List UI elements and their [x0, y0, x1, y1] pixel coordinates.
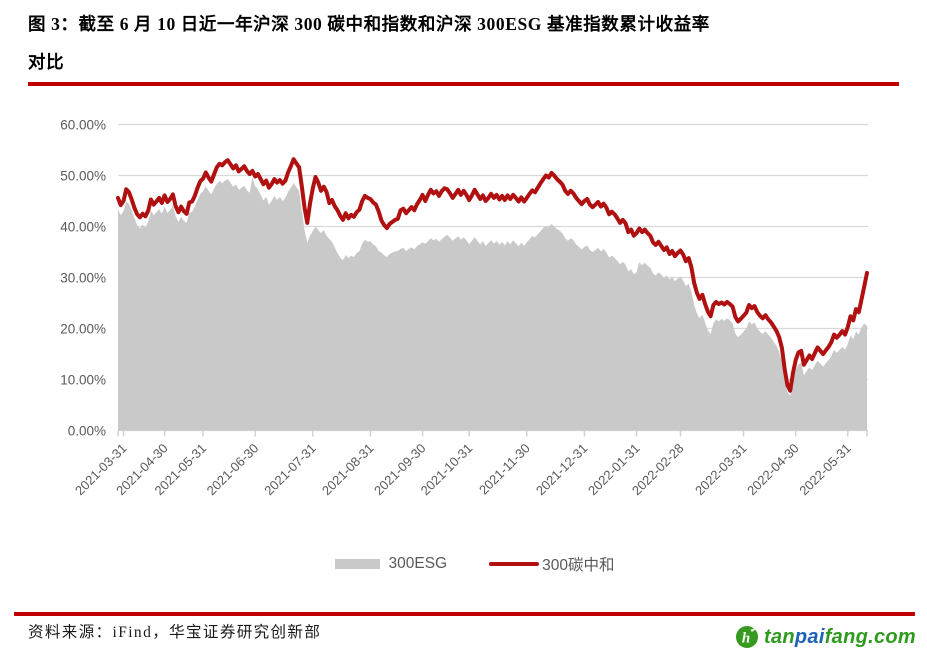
logo-text-pai: pai	[794, 625, 825, 648]
svg-text:60.00%: 60.00%	[60, 118, 106, 133]
y-axis-labels: 0.00% 10.00% 20.00% 30.00% 40.00% 50.00% 60.00…	[60, 118, 106, 439]
svg-text:2022-04-30: 2022-04-30	[744, 441, 802, 499]
svg-text:2021-07-31: 2021-07-31	[261, 441, 319, 499]
source-attribution: 资料来源：iFind，华宝证券研究创新部	[28, 624, 322, 641]
svg-text:10.00%: 10.00%	[60, 373, 106, 388]
carbon-legend-swatch	[489, 562, 540, 566]
esg-area-series	[118, 177, 867, 431]
esg-legend-label: 300ESG	[388, 555, 448, 572]
tanpaifang-logo-icon: h	[736, 626, 758, 648]
svg-text:40.00%: 40.00%	[60, 220, 106, 235]
svg-text:2021-08-31: 2021-08-31	[319, 441, 377, 499]
logo-text-tan: tan	[764, 625, 795, 648]
svg-text:20.00%: 20.00%	[60, 322, 106, 337]
carbon-legend-label: 300碳中和	[542, 557, 615, 574]
svg-text:50.00%: 50.00%	[60, 169, 106, 184]
svg-text:2021-06-30: 2021-06-30	[204, 441, 262, 499]
figure-title-line1: 图 3：截至 6 月 10 日近一年沪深 300 碳中和指数和沪深 300ESG…	[28, 14, 710, 34]
logo-text-dotcom: .com	[868, 625, 917, 648]
svg-text:2022-03-31: 2022-03-31	[692, 441, 750, 499]
tanpaifang-logo-text: tanpaifang.com	[764, 626, 916, 649]
figure-title: 图 3：截至 6 月 10 日近一年沪深 300 碳中和指数和沪深 300ESG…	[28, 5, 918, 81]
carbon-line-series	[116, 157, 869, 393]
esg-legend-swatch	[334, 559, 380, 569]
title-divider	[28, 82, 899, 86]
logo-text-fang: fang	[824, 625, 869, 648]
svg-text:30.00%: 30.00%	[60, 271, 106, 286]
x-axis-labels: 2021-03-312021-04-302021-05-312021-06-30…	[72, 430, 868, 499]
svg-text:2021-12-31: 2021-12-31	[533, 441, 591, 499]
svg-text:h: h	[742, 631, 750, 647]
svg-text:2022-05-31: 2022-05-31	[796, 441, 854, 499]
chart-legend: 300ESG 300碳中和	[11, 553, 927, 575]
svg-text:2021-11-30: 2021-11-30	[476, 441, 533, 498]
tanpaifang-logo: h tanpaifang.com	[735, 625, 916, 649]
footer-divider	[14, 612, 915, 616]
svg-text:0.00%: 0.00%	[68, 424, 106, 439]
figure-title-line2: 对比	[28, 52, 65, 72]
